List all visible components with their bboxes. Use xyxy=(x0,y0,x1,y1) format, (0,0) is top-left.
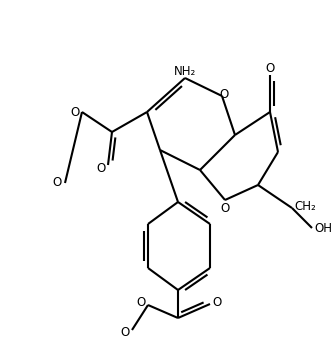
Text: NH₂: NH₂ xyxy=(174,65,196,78)
Text: O: O xyxy=(220,202,230,215)
Text: CH₂: CH₂ xyxy=(294,201,316,214)
Text: O: O xyxy=(137,296,146,309)
Text: O: O xyxy=(71,106,80,119)
Text: O: O xyxy=(97,163,106,176)
Text: O: O xyxy=(53,176,62,189)
Text: O: O xyxy=(212,295,221,308)
Text: O: O xyxy=(219,88,229,101)
Text: O: O xyxy=(121,326,130,339)
Text: OH: OH xyxy=(314,221,332,234)
Text: O: O xyxy=(266,62,275,75)
